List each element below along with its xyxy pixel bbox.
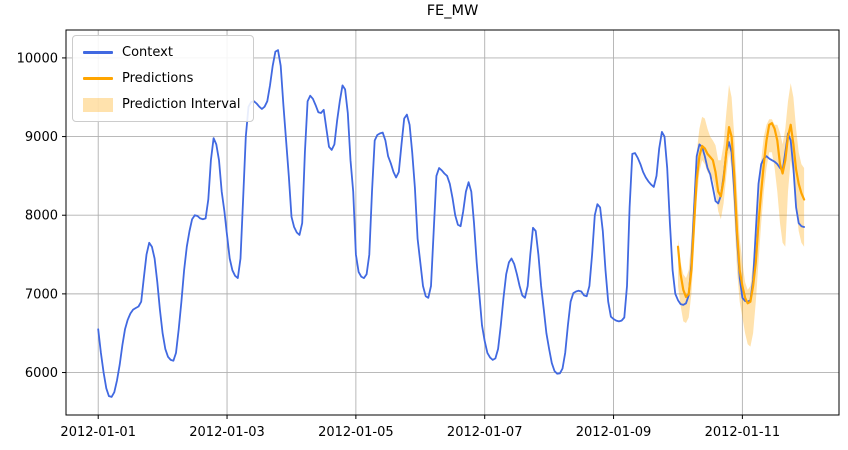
svg-text:9000: 9000 xyxy=(25,130,58,145)
legend-item-predictions: Predictions xyxy=(83,69,241,88)
x-axis-tick-labels: 2012-01-01 2012-01-03 2012-01-05 2012-01-07… xyxy=(60,425,780,440)
legend: Context Predictions Prediction Interval xyxy=(72,35,254,122)
svg-text:6000: 6000 xyxy=(25,366,58,381)
legend-label-prediction-interval: Prediction Interval xyxy=(122,97,241,112)
svg-text:2012-01-03: 2012-01-03 xyxy=(189,425,265,440)
prediction-interval-area xyxy=(678,83,805,347)
context-line xyxy=(97,49,805,398)
svg-text:8000: 8000 xyxy=(25,209,58,224)
svg-text:7000: 7000 xyxy=(25,287,58,302)
svg-text:2012-01-07: 2012-01-07 xyxy=(447,425,523,440)
svg-text:2012-01-09: 2012-01-09 xyxy=(576,425,652,440)
svg-text:2012-01-11: 2012-01-11 xyxy=(705,425,781,440)
legend-label-predictions: Predictions xyxy=(122,71,194,86)
axes-frame xyxy=(62,29,840,419)
svg-text:2012-01-01: 2012-01-01 xyxy=(60,425,136,440)
svg-text:2012-01-05: 2012-01-05 xyxy=(318,425,394,440)
legend-item-prediction-interval: Prediction Interval xyxy=(83,95,241,114)
svg-text:10000: 10000 xyxy=(17,51,58,66)
y-axis-tick-labels: 6000 7000 8000 9000 10000 xyxy=(17,51,58,381)
chart-title: FE_MW xyxy=(426,3,479,19)
predictions-line xyxy=(676,122,806,305)
predictions-line-swatch xyxy=(83,77,113,80)
legend-label-context: Context xyxy=(122,45,173,60)
legend-item-context: Context xyxy=(83,43,241,62)
context-line-swatch xyxy=(83,51,113,54)
prediction-interval-swatch xyxy=(83,97,113,112)
